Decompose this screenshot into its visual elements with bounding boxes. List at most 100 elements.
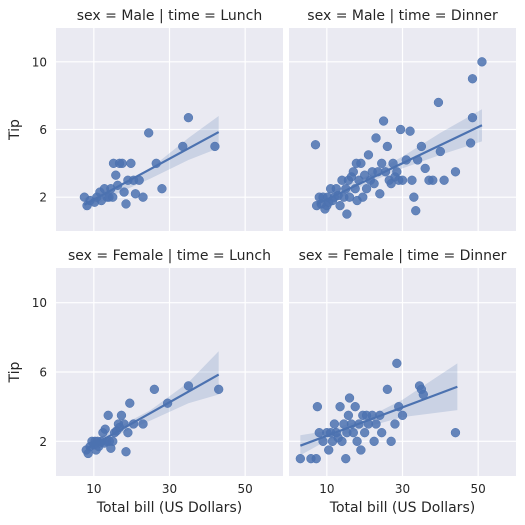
y-axis-label: Tip — [7, 119, 23, 141]
scatter-point — [210, 141, 220, 152]
panel-title: sex = Male | time = Dinner — [307, 8, 498, 24]
scatter-point — [335, 402, 345, 412]
facet-panel-2: sex = Male | time = Dinner — [289, 8, 516, 231]
scatter-point — [324, 445, 334, 455]
scatter-point — [111, 170, 121, 180]
scatter-point — [348, 428, 358, 438]
x-tick-label: 50 — [471, 482, 486, 496]
y-tick-label: 10 — [32, 55, 47, 69]
regression-line — [299, 385, 458, 447]
scatter-point — [103, 410, 113, 420]
regression-line — [83, 131, 220, 206]
scatter-point — [405, 126, 415, 136]
scatter-point — [117, 158, 127, 168]
scatter-point — [382, 141, 393, 152]
scatter-point — [392, 167, 402, 177]
x-axis-label: Total bill (US Dollars) — [329, 500, 475, 516]
scatter-point — [121, 447, 131, 457]
y-tick-label: 6 — [39, 366, 47, 380]
scatter-point — [343, 410, 354, 420]
scatter-point — [371, 133, 381, 143]
scatter-point — [335, 200, 345, 211]
y-tick-label: 6 — [39, 123, 47, 137]
scatter-point — [108, 192, 118, 202]
x-tick-label: 10 — [319, 482, 334, 496]
scatter-point — [382, 384, 393, 394]
scatter-point — [392, 358, 402, 368]
scatter-point — [108, 436, 118, 446]
x-tick-label: 30 — [395, 482, 410, 496]
scatter-point — [312, 402, 323, 412]
scatter-point — [465, 138, 476, 148]
scatter-point — [386, 436, 396, 446]
scatter-point — [369, 436, 379, 446]
scatter-point — [433, 97, 444, 108]
scatter-point — [428, 175, 438, 185]
scatter-point — [439, 175, 449, 185]
scatter-point — [390, 419, 400, 429]
scatter-point — [344, 393, 355, 403]
scatter-point — [337, 436, 347, 446]
scatter-point — [123, 428, 133, 438]
scatter-point — [411, 206, 421, 216]
scatter-point — [183, 113, 194, 123]
scatter-point — [352, 436, 362, 446]
scatter-point — [126, 158, 136, 168]
scatter-point — [416, 141, 427, 152]
facet-panel-4: sex = Female | time = Dinner 10 30 50 Total … — [289, 248, 516, 516]
scatter-point — [378, 116, 389, 126]
scatter-point — [467, 113, 478, 123]
scatter-point — [395, 124, 406, 135]
x-tick-label: 10 — [86, 482, 101, 496]
scatter-point — [329, 419, 340, 429]
scatter-point — [467, 74, 478, 84]
x-tick-label: 50 — [238, 482, 253, 496]
scatter-point — [121, 199, 131, 209]
scatter-point — [310, 140, 321, 150]
scatter-point — [361, 184, 372, 194]
scatter-point — [363, 150, 374, 160]
y-tick-label: 2 — [39, 435, 47, 449]
scatter-point — [350, 402, 360, 412]
panel-title: sex = Female | time = Dinner — [299, 248, 507, 264]
scatter-point — [450, 167, 461, 177]
panel-title: sex = Female | time = Lunch — [68, 248, 271, 264]
x-tick-label: 30 — [162, 482, 177, 496]
scatter-point — [157, 184, 167, 194]
scatter-point — [358, 192, 368, 202]
scatter-point — [450, 428, 461, 438]
scatter-point — [360, 428, 370, 438]
facet-panel-1: sex = Male | time = Lunch 2 6 10 Tip — [7, 8, 283, 231]
scatter-point — [214, 384, 224, 394]
scatter-point — [138, 419, 148, 429]
scatter-point — [435, 146, 445, 157]
scatter-point — [407, 175, 417, 185]
y-tick-label: 2 — [39, 191, 47, 205]
scatter-point — [125, 398, 135, 408]
scatter-point — [356, 445, 366, 455]
scatter-point — [138, 192, 148, 202]
scatter-point — [100, 424, 110, 434]
scatter-point — [377, 158, 387, 168]
scatter-point — [369, 178, 379, 189]
y-axis-label: Tip — [7, 361, 23, 383]
scatter-point — [183, 381, 194, 391]
scatter-point — [348, 167, 358, 177]
x-axis-label: Total bill (US Dollars) — [96, 500, 242, 516]
scatter-point — [341, 454, 351, 464]
y-tick-label: 10 — [32, 296, 47, 310]
regression-line — [316, 124, 483, 205]
scatter-point — [375, 189, 385, 199]
scatter-point — [295, 454, 306, 464]
scatter-point — [119, 187, 129, 197]
scatter-point — [356, 158, 366, 168]
scatter-point — [311, 454, 321, 464]
scatter-point — [342, 209, 352, 219]
regression-line — [85, 373, 220, 451]
scatter-point — [371, 419, 381, 429]
scatter-point — [149, 384, 160, 394]
scatter-point — [377, 428, 387, 438]
scatter-point — [144, 128, 154, 138]
scatter-point — [397, 175, 408, 185]
